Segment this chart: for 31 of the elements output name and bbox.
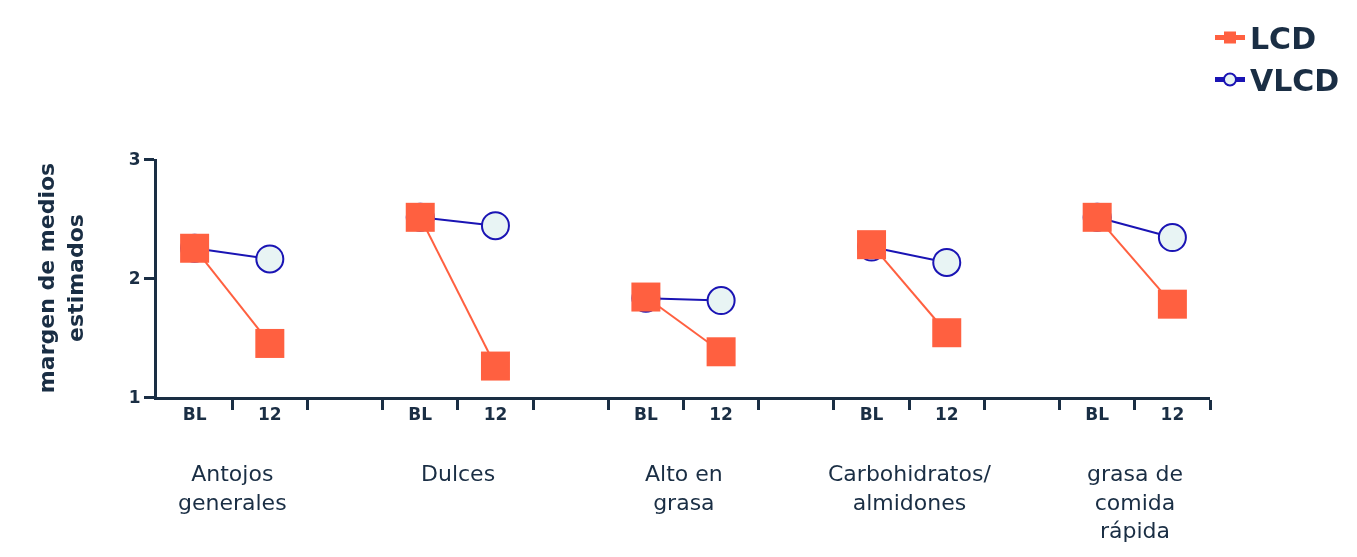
legend-label: VLCD [1250, 63, 1340, 99]
x-tick-label: 12 [1160, 404, 1185, 425]
x-tick-label: 12 [934, 404, 959, 425]
text: Dulces [421, 461, 496, 486]
x-tick-label: BL [1085, 404, 1110, 425]
text: grasa de comida rápida [1087, 461, 1183, 544]
y-tick-label: 1 [128, 386, 141, 407]
point [480, 211, 510, 241]
point [932, 318, 962, 348]
text: Alto en grasa [645, 461, 723, 515]
x-tick-label: BL [859, 404, 884, 425]
point [255, 328, 285, 358]
point [706, 286, 736, 316]
x-tick-label: 12 [257, 404, 282, 425]
point [1157, 289, 1187, 319]
x-tick-label: BL [182, 404, 207, 425]
x-tick-label: BL [633, 404, 658, 425]
y-tick-label: 2 [128, 267, 141, 288]
point [932, 248, 962, 278]
text: Carbohidratos/ almidones [828, 461, 992, 515]
x-tick-label: 12 [709, 404, 733, 425]
point [706, 337, 736, 367]
point [480, 351, 510, 381]
y-axis-title: margen de medios estimados [33, 162, 88, 394]
x-tick-label: BL [408, 404, 433, 425]
x-tick-label: 12 [483, 404, 508, 425]
point [1157, 223, 1187, 253]
text: Antojos generales [178, 461, 287, 515]
legend-label: LCD [1250, 21, 1317, 57]
y-tick-label: 3 [128, 148, 141, 169]
point [255, 244, 285, 274]
